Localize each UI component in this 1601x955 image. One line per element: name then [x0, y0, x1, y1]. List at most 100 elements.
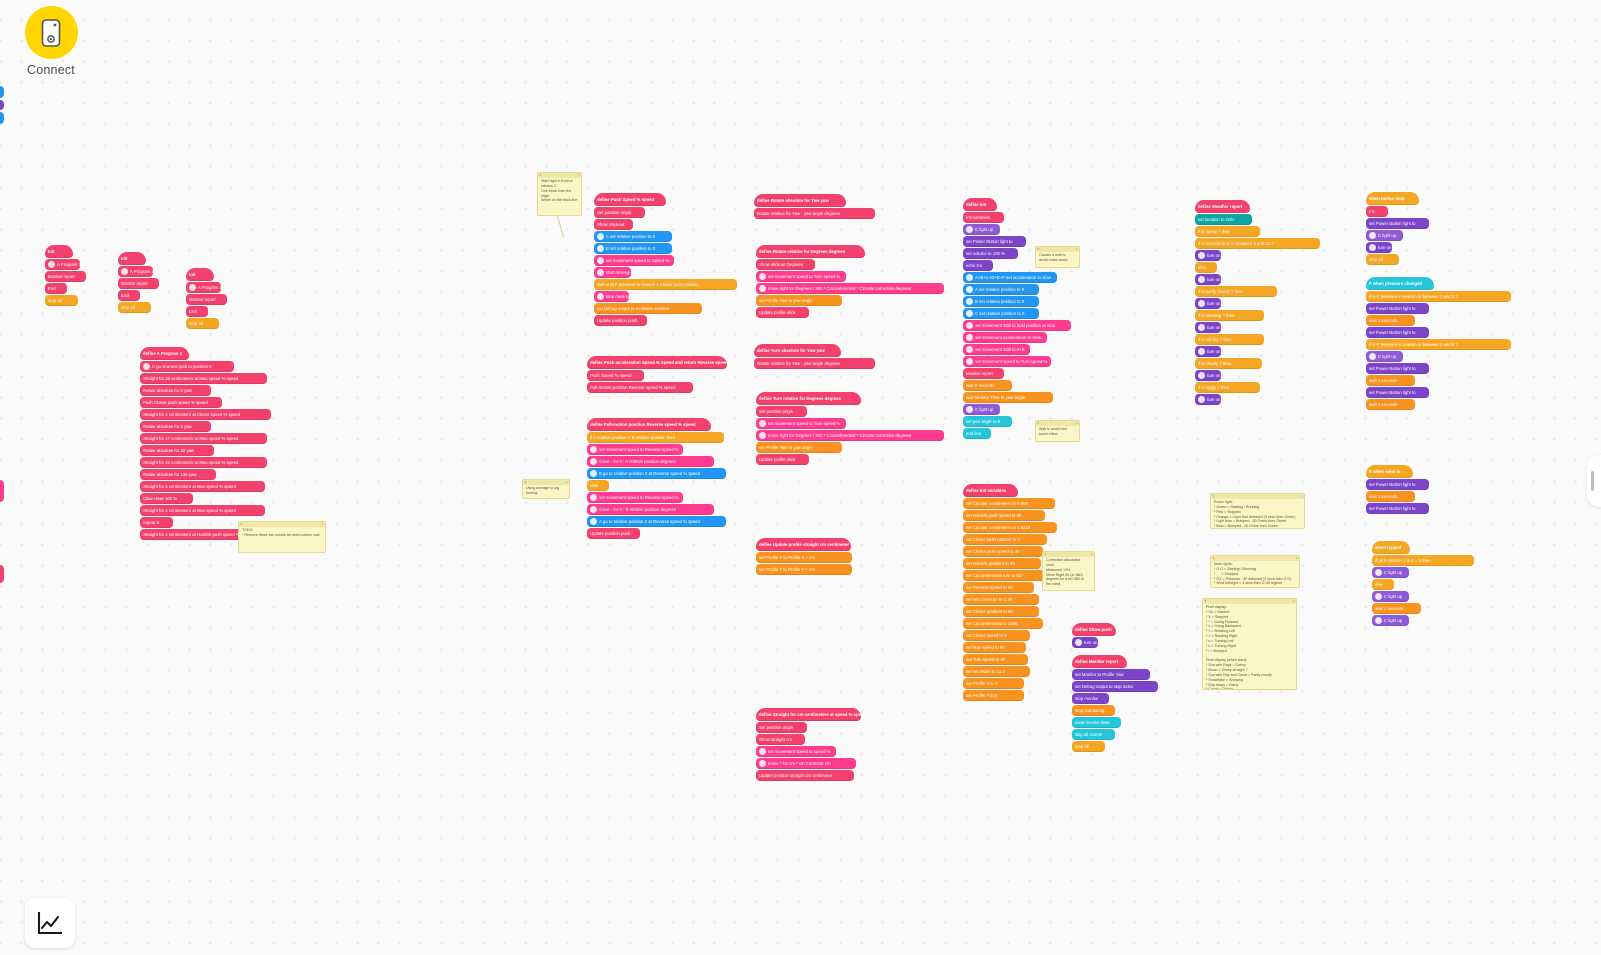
- comment-collapse-icon[interactable]: ▾: [524, 480, 527, 485]
- block-stack-pull-motion[interactable]: define Pull-motion position Reverse spee…: [587, 418, 737, 540]
- block-row[interactable]: set Power Button light to: [963, 236, 1027, 247]
- comment-close-icon[interactable]: ×: [1090, 552, 1093, 557]
- comment-note-avoid-motor-touch[interactable]: ▾ × Causes a wait to avoid motor touch: [1035, 246, 1080, 268]
- block-row[interactable]: End: [186, 306, 208, 317]
- block-row[interactable]: if is foggy ? then: [1195, 382, 1261, 393]
- block-row[interactable]: set Profile Yaw to yaw angle: [756, 442, 842, 453]
- block-row[interactable]: if is cloudy ? then: [1195, 358, 1263, 369]
- block-row[interactable]: else: [587, 480, 609, 491]
- block-row[interactable]: Straight for 2 centimeters at Closer spe…: [140, 409, 271, 420]
- block-row[interactable]: Set position origin: [756, 406, 807, 417]
- block-header[interactable]: Init: [45, 245, 73, 258]
- block-row[interactable]: set movement speed to Turn speed %: [963, 356, 1051, 367]
- block-row[interactable]: stop all: [118, 302, 151, 313]
- block-row[interactable]: C light up: [1366, 351, 1403, 362]
- block-row[interactable]: B go to relative position 0 at Reverse s…: [587, 468, 727, 479]
- block-row[interactable]: Push Closer push speed % speed: [140, 397, 222, 408]
- comment-note-remove-unsets[interactable]: ▾ × TODO: * Remove these two unsets as nee…: [238, 521, 326, 553]
- block-row[interactable]: stop all: [1072, 741, 1105, 752]
- block-row[interactable]: Update position straight cm centimeter: [756, 770, 855, 781]
- block-row[interactable]: set Power Button light to: [1366, 218, 1430, 229]
- comment-titlebar[interactable]: ▾ ×: [1036, 247, 1079, 252]
- block-row[interactable]: echo Go: [963, 260, 994, 271]
- comment-note-pixel-display[interactable]: ▾ × Pixel display: * Go = Started * X = St…: [1202, 598, 1297, 690]
- comment-collapse-icon[interactable]: ▾: [1204, 599, 1207, 604]
- block-header[interactable]: define Init: [963, 198, 997, 211]
- block-row[interactable]: Init variables: [963, 212, 1004, 223]
- comment-close-icon[interactable]: ×: [1300, 494, 1303, 499]
- comment-collapse-icon[interactable]: ▾: [539, 173, 542, 178]
- block-row[interactable]: Straight for 17 centimeters at Max speed…: [140, 433, 267, 444]
- block-row[interactable]: if is partly cloudy ? then: [1195, 286, 1277, 297]
- block-stack-monitor-report[interactable]: define Monitor report set Monitor to Prof…: [1072, 655, 1158, 753]
- block-row[interactable]: Rotate absolute for 135 yaw: [140, 469, 216, 480]
- block-row[interactable]: wait 1 seconds: [1366, 399, 1415, 410]
- block-row[interactable]: stop all: [186, 318, 219, 329]
- block-header[interactable]: define Weather report: [1195, 200, 1251, 213]
- block-row[interactable]: stop all: [45, 295, 78, 306]
- block-row[interactable]: set Power Button light to: [1366, 503, 1430, 514]
- block-row[interactable]: stop all: [1366, 254, 1399, 265]
- block-stack-push[interactable]: define Push Speed % speed Set position or…: [594, 193, 738, 327]
- comment-titlebar[interactable]: ▾ ×: [538, 173, 581, 178]
- block-row[interactable]: set Hublink gradient to 20: [963, 558, 1041, 569]
- block-row[interactable]: set Closer speed to 8: [963, 630, 1031, 641]
- block-row[interactable]: set Profile Yaw to yaw angle: [756, 295, 842, 306]
- block-row[interactable]: turn on: [1195, 322, 1222, 333]
- block-row[interactable]: set Circular centimeters to 1.0216: [963, 522, 1057, 533]
- block-row[interactable]: Straight for 20 centimeters at Max speed…: [140, 373, 267, 384]
- block-stack-when-pressure-changed[interactable]: F when pressure changed if is F pressure …: [1366, 277, 1511, 411]
- block-row[interactable]: A set relative position to 0: [594, 231, 672, 242]
- block-row[interactable]: set Circumferential turn to 827: [963, 570, 1051, 581]
- block-row[interactable]: C light up: [1372, 591, 1409, 602]
- block-stack-when-color-is[interactable]: E when color is set Power Button light to…: [1366, 465, 1430, 515]
- block-header[interactable]: F when pressure changed: [1366, 277, 1435, 290]
- block-row[interactable]: set Debug output to stop index: [1072, 681, 1158, 692]
- connect-badge[interactable]: [24, 6, 78, 59]
- block-row[interactable]: stop monitor: [1072, 693, 1109, 704]
- block-row[interactable]: move ^ for cm * cm Corrector cm: [756, 758, 857, 769]
- block-row[interactable]: set Power Button light to: [1366, 363, 1430, 374]
- block-row[interactable]: set Reverse speed to 20: [963, 582, 1035, 593]
- block-row[interactable]: Show Stickout: [594, 219, 633, 230]
- block-row[interactable]: if is F pressure in newton in between 3 …: [1366, 339, 1511, 350]
- block-stack-turn-relative-degrees[interactable]: define Turn relative for Degrees degrees…: [756, 392, 944, 466]
- block-row[interactable]: Rotate absolute for 0 yaw: [140, 385, 212, 396]
- block-row[interactable]: set movement speed to Turn speed %: [756, 271, 846, 282]
- block-row[interactable]: End: [118, 290, 140, 301]
- block-row[interactable]: else: [1372, 579, 1394, 590]
- block-row[interactable]: if is raining ? then: [1195, 334, 1265, 345]
- block-row[interactable]: wait 1 seconds: [1366, 375, 1415, 386]
- block-row[interactable]: else: [1195, 262, 1217, 273]
- block-row[interactable]: C light up: [1372, 615, 1409, 626]
- block-header[interactable]: define Turn absolute for Yaw yaw: [754, 344, 842, 357]
- block-row[interactable]: B set relative position to 0: [963, 296, 1039, 307]
- block-row[interactable]: set movement acceleration to slow: [963, 332, 1047, 343]
- block-row[interactable]: Straight for 4 centimeters at Max speed …: [140, 505, 265, 516]
- block-row[interactable]: End: [45, 283, 67, 294]
- comment-close-icon[interactable]: ×: [577, 173, 580, 178]
- block-row[interactable]: Monitor report: [118, 278, 159, 289]
- comment-note-correction[interactable]: ▾ × Correction calculated once: Measured 1…: [1042, 551, 1095, 591]
- block-row[interactable]: B set relative position to 0: [594, 243, 672, 254]
- block-stack-show-motion[interactable]: define Show push turn on: [1072, 623, 1130, 649]
- block-header[interactable]: define Pull-motion position Reverse spee…: [587, 418, 711, 431]
- block-row[interactable]: wait 1 seconds: [1366, 491, 1415, 502]
- block-header[interactable]: E when color is: [1366, 465, 1413, 478]
- block-row[interactable]: Pull-motion position Reverse speed % spe…: [587, 382, 694, 393]
- block-row[interactable]: turn on: [1195, 370, 1222, 381]
- block-row[interactable]: turn on: [1366, 242, 1393, 253]
- block-row[interactable]: Rotate absolute for 20 yaw: [140, 445, 214, 456]
- block-row[interactable]: Monitor report: [963, 368, 1004, 379]
- block-row[interactable]: Push Speed % speed: [587, 370, 645, 381]
- block-row[interactable]: set movement speed to Turn speed %: [756, 418, 846, 429]
- comment-collapse-icon[interactable]: ▾: [1212, 556, 1215, 561]
- comment-note-start-position[interactable]: ▾ × Start right in front of window 2 One b…: [537, 172, 582, 216]
- block-stack-turn-absolute-yaw[interactable]: define Turn absolute for Yaw yaw Rotate r…: [754, 344, 875, 370]
- block-header[interactable]: define A Program 1: [140, 347, 189, 360]
- block-row[interactable]: clear monitor data: [1072, 717, 1121, 728]
- block-stack-init-main[interactable]: define Init Init variables C light up set P…: [963, 198, 1078, 440]
- block-row[interactable]: turn on: [1195, 394, 1222, 405]
- block-row[interactable]: if A relative position < B relative posi…: [587, 432, 725, 443]
